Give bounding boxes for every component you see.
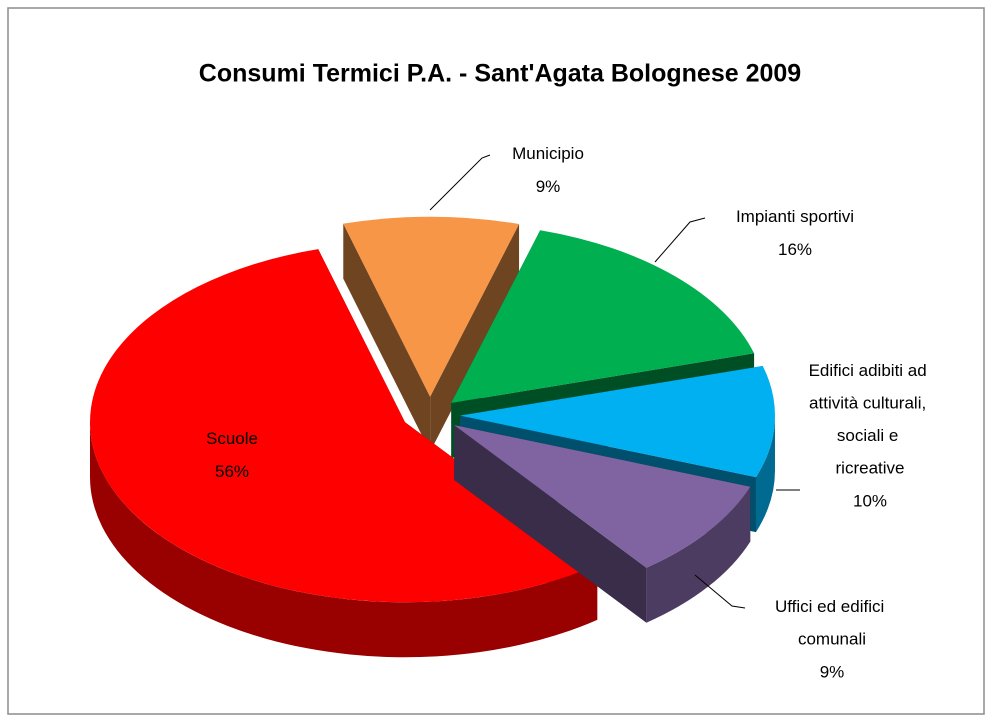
slice <box>454 425 751 568</box>
value-label: 16% <box>778 240 812 259</box>
leader-line <box>694 574 746 609</box>
slice-side <box>90 422 598 658</box>
slice-label: Municipio <box>512 144 584 163</box>
slice-wall <box>454 425 647 623</box>
value-label: 56% <box>215 462 249 481</box>
leader-line <box>654 217 706 263</box>
chart-title: Consumi Termici P.A. - Sant'Agata Bologn… <box>199 60 801 88</box>
slice-label: Edifici adibiti ad attività culturali, s… <box>809 361 932 478</box>
slice-label: Uffici ed edifici comunali <box>775 597 889 649</box>
slice <box>451 230 755 403</box>
leader-line <box>429 154 491 211</box>
slice-wall <box>430 224 520 452</box>
value-label: 10% <box>853 491 887 510</box>
slice <box>90 249 598 603</box>
slice <box>459 365 775 478</box>
slice <box>343 216 520 397</box>
slice-side <box>755 415 775 533</box>
slice-wall <box>343 223 431 452</box>
slice-label: Impianti sportivi <box>736 207 854 226</box>
value-label: 9% <box>820 662 845 681</box>
slice-side <box>646 486 751 623</box>
slice-label: Scuole <box>206 429 258 448</box>
value-label: 9% <box>536 177 561 196</box>
